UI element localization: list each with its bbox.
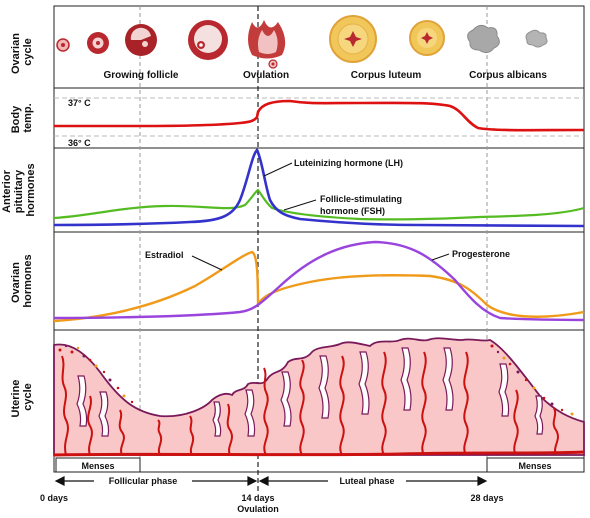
lh-leader-line: [263, 162, 293, 177]
estradiol-curve: [53, 250, 585, 323]
row-label-uterine-cycle-line2: cycle: [22, 383, 34, 411]
artery-1: [61, 355, 69, 456]
row-label-uterine-cycle-line1: Uterine: [10, 380, 22, 418]
gland-8: [400, 347, 412, 411]
menses-box-right: Menses: [486, 457, 585, 473]
row-label-ovarian-hormones-line2: hormones: [22, 254, 34, 307]
fsh-curve: [53, 188, 585, 221]
gland-2: [98, 391, 110, 437]
lh-label: Luteinizing hormone (LH): [294, 158, 403, 168]
temp-label-36: 36° C: [68, 138, 91, 148]
endometrium-base: [53, 450, 585, 457]
row-label-body-temp-line1: Body: [10, 105, 22, 133]
gland-4: [244, 389, 256, 437]
luteal-phase-arrow: [258, 476, 488, 486]
follicle-icon-4: [188, 20, 228, 60]
artery-4: [157, 419, 163, 456]
panel-body-temp: [53, 87, 585, 149]
row-label-body-temp-line2: temp.: [22, 103, 34, 132]
spiral-arteries: [61, 351, 559, 456]
label-ovulation-stage: Ovulation: [243, 70, 289, 81]
artery-13: [513, 389, 519, 456]
gland-5: [280, 371, 292, 427]
menses-label-left: Menses: [81, 461, 114, 471]
luteal-phase-label: Luteal phase: [339, 476, 394, 486]
gland-7: [358, 351, 370, 415]
row-label-anterior-pituitary-line3: hormones: [25, 163, 37, 216]
artery-6: [226, 403, 233, 456]
follicle-icon-1: [56, 38, 70, 52]
row-label-anterior-pituitary: Anterior pituitary hormones: [1, 163, 37, 216]
corpus-albicans-icon-1: [467, 24, 500, 54]
menses-box-left: Menses: [55, 457, 141, 473]
timeline-day14: 14 days: [241, 493, 274, 503]
estradiol-label: Estradiol: [145, 250, 184, 260]
follicular-phase-label: Follicular phase: [109, 476, 178, 486]
artery-7: [263, 367, 269, 456]
row-label-ovarian-hormones-line1: Ovarian: [10, 262, 22, 303]
artery-5: [189, 415, 195, 456]
follicle-icon-2: [87, 32, 109, 54]
row-label-ovarian-cycle-line2: cycle: [22, 38, 34, 66]
corpus-luteum-icon-1: [329, 15, 377, 63]
artery-9: [339, 355, 345, 456]
timeline-day28: 28 days: [470, 493, 503, 503]
progesterone-leader-line: [431, 253, 450, 261]
follicle-icon-3: [125, 24, 157, 56]
gland-11: [534, 395, 544, 435]
row-label-uterine-cycle: Uterine cycle: [10, 377, 34, 418]
artery-10: [381, 351, 387, 456]
artery-12: [463, 351, 469, 456]
temp-label-37: 37° C: [68, 98, 91, 108]
lh-curve: [53, 147, 585, 228]
artery-8: [299, 359, 305, 456]
endometrium: [53, 337, 585, 457]
row-label-ovarian-hormones: Ovarian hormones: [10, 254, 34, 307]
menses-label-right: Menses: [518, 461, 551, 471]
ovulation-icon: [248, 20, 286, 69]
timeline-day0: 0 days: [40, 493, 68, 503]
gland-3: [212, 401, 222, 437]
fsh-label-line1: Follicle-stimulating: [320, 194, 402, 204]
ovarian-icons: [56, 15, 548, 69]
corpus-luteum-icon-2: [409, 20, 445, 56]
artery-11: [421, 351, 427, 456]
fsh-leader-line: [283, 199, 317, 211]
fsh-label-line2: hormone (FSH): [320, 206, 385, 216]
gland-10: [498, 363, 510, 417]
label-growing-follicle: Growing follicle: [103, 70, 178, 81]
corpus-albicans-icon-2: [525, 29, 548, 48]
temperature-curve: [54, 99, 585, 132]
artery-2: [87, 395, 93, 456]
estradiol-leader-line: [191, 255, 223, 271]
progesterone-curve: [53, 240, 585, 322]
follicular-phase-arrow: [54, 476, 258, 486]
progesterone-label: Progesterone: [452, 249, 510, 259]
label-corpus-albicans: Corpus albicans: [469, 70, 547, 81]
row-label-body-temp: Body temp.: [10, 103, 34, 134]
artery-14: [552, 407, 559, 456]
gland-1: [76, 375, 88, 427]
fsh-label: Follicle-stimulating hormone (FSH): [320, 194, 405, 216]
row-label-anterior-pituitary-line1: Anterior: [1, 169, 13, 213]
row-label-ovarian-cycle: Ovarian cycle: [10, 30, 34, 74]
timeline-day14-ovulation: Ovulation: [237, 504, 279, 514]
gland-9: [442, 347, 454, 411]
row-label-anterior-pituitary-line2: pituitary: [13, 169, 25, 213]
gland-6: [318, 355, 330, 419]
menstrual-debris: [58, 344, 574, 416]
row-label-ovarian-cycle-line1: Ovarian: [10, 33, 22, 74]
artery-3: [118, 409, 125, 456]
label-corpus-luteum: Corpus luteum: [351, 70, 422, 81]
glands: [76, 347, 544, 437]
